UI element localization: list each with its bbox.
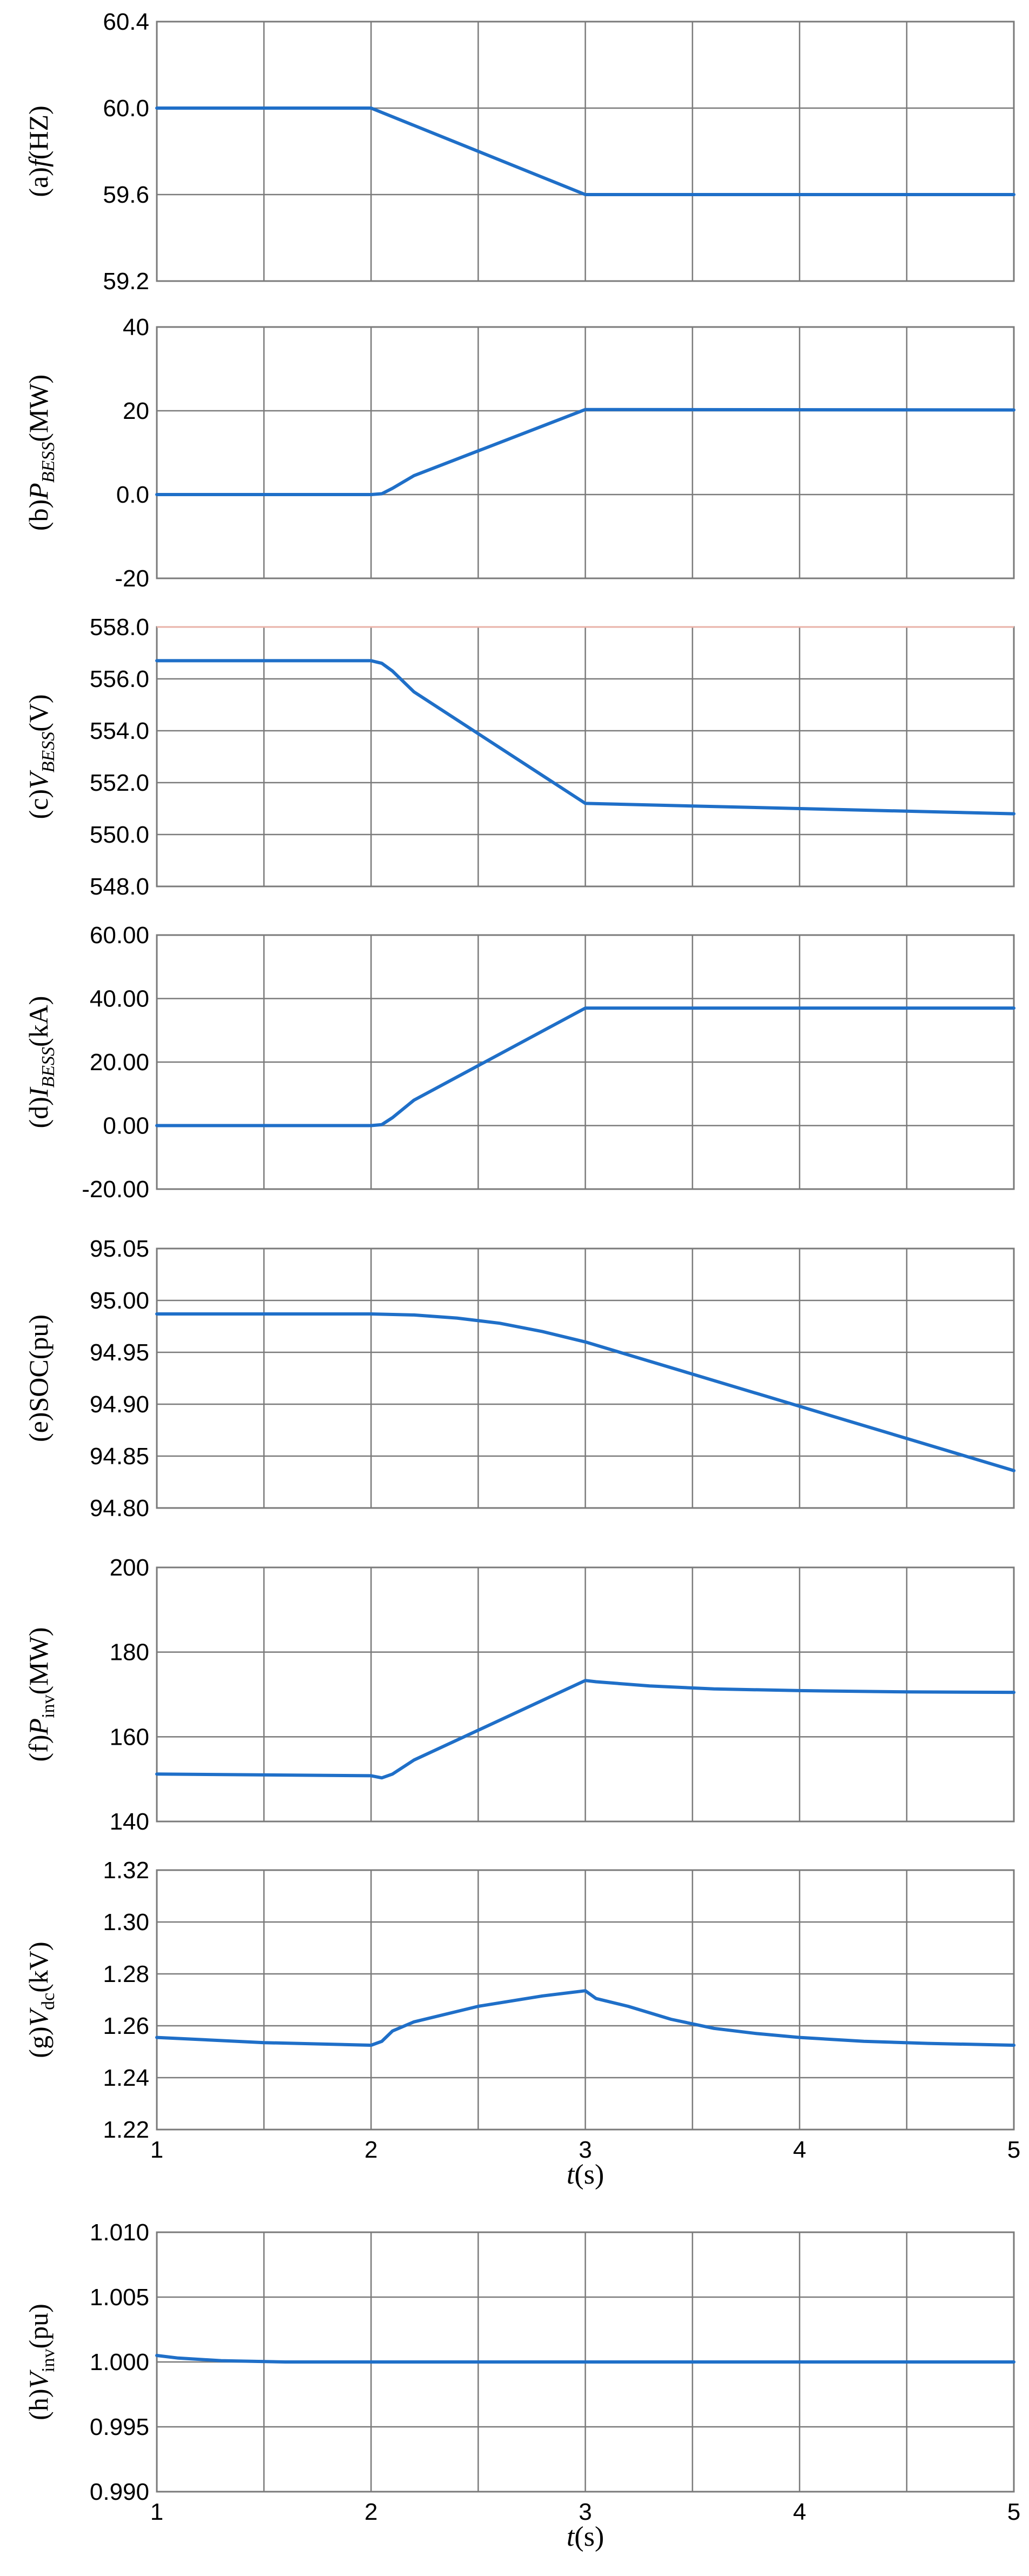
- panel-h: 1.010 1.005 1.000 0.995 0.990 (h)Vinv(pu) 1 2 3 4…: [23, 2219, 1020, 2552]
- series-line: [155, 2354, 1015, 2364]
- y-tick-label: 160: [110, 1724, 149, 1750]
- x-tick-label: 1: [150, 2499, 163, 2525]
- y-tick-label: 95.05: [90, 1236, 149, 1262]
- panel-a: 60.4 60.0 59.6 59.2 (a)f(HZ): [23, 9, 1015, 295]
- plot-frame: [156, 1566, 1015, 1823]
- y-tick-label: 1.000: [90, 2349, 149, 2375]
- y-tick-label: 40.00: [90, 986, 149, 1012]
- series-line: [155, 1312, 1015, 1472]
- y-tick-label: 60.00: [90, 922, 149, 949]
- y-tick-label: 558.0: [90, 614, 149, 640]
- y-tick-label: 180: [110, 1639, 149, 1666]
- y-tick-label: 94.95: [90, 1339, 149, 1366]
- y-tick-label: 0.995: [90, 2414, 149, 2440]
- y-tick-label: 140: [110, 1808, 149, 1835]
- y-axis-label: (c)VBESS(V): [23, 694, 58, 819]
- y-tick-label: 554.0: [90, 718, 149, 744]
- plot-frame: [156, 326, 1015, 579]
- x-tick-label: 3: [579, 2499, 592, 2525]
- panel-g: 1.32 1.30 1.28 1.26 1.24 1.22 (g)Vdc(kV) 1 2 3 4 5 t…: [23, 1857, 1020, 2190]
- plot-frame: [156, 21, 1015, 282]
- y-tick-label: 0.990: [90, 2479, 149, 2505]
- plot-frame: [156, 1869, 1015, 2131]
- y-tick-label: 1.30: [103, 1909, 149, 1936]
- y-axis-label: (d)IBESS(kA): [23, 996, 58, 1129]
- x-tick-label: 4: [793, 2499, 806, 2525]
- y-tick-label: 0.00: [103, 1113, 149, 1139]
- panel-d: 60.00 40.00 20.00 0.00 -20.00 (d)IBESS(kA): [23, 922, 1015, 1203]
- y-tick-label: 1.010: [90, 2219, 149, 2246]
- x-tick-label: 2: [364, 2499, 377, 2525]
- panel-b: 40 20 0.0 -20 (b)PBESS(MW): [23, 314, 1015, 592]
- y-tick-label: 200: [110, 1554, 149, 1581]
- panel-c: 558.0 556.0 554.0 552.0 550.0 548.0 (c)VBESS(V…: [23, 614, 1015, 900]
- y-tick-label: 59.2: [103, 268, 149, 295]
- x-tick-label: 4: [793, 2137, 806, 2163]
- series-line: [155, 106, 1015, 196]
- series-line: [155, 1679, 1015, 1780]
- panel-f: 200 180 160 140 (f)Pinv(MW): [23, 1554, 1015, 1835]
- y-axis-label: (f)Pinv(MW): [23, 1627, 58, 1762]
- y-axis-label: (g)Vdc(kV): [23, 1941, 58, 2058]
- y-axis-label: (a)f(HZ): [23, 105, 54, 197]
- y-tick-label: 550.0: [90, 822, 149, 848]
- y-axis-label: (b)PBESS(MW): [23, 375, 58, 531]
- y-tick-label: 1.28: [103, 1961, 149, 1987]
- y-tick-label: 95.00: [90, 1287, 149, 1314]
- plot-frame: [156, 1247, 1015, 1509]
- y-tick-label: 1.22: [103, 2117, 149, 2143]
- x-axis-label: t(s): [567, 2521, 604, 2552]
- y-tick-label: 1.26: [103, 2013, 149, 2039]
- y-tick-label: 1.005: [90, 2284, 149, 2311]
- y-tick-label: 548.0: [90, 873, 149, 900]
- y-tick-label: 1.32: [103, 1857, 149, 1884]
- x-tick-label: 5: [1007, 2499, 1020, 2525]
- panel-e: 95.05 95.00 94.95 94.90 94.85 94.80 (e)SOC(pu): [23, 1236, 1015, 1521]
- y-axis-label: (h)Vinv(pu): [23, 2304, 58, 2420]
- y-tick-label: 60.0: [103, 95, 149, 122]
- x-axis-label: t(s): [567, 2159, 604, 2190]
- y-tick-label: 60.4: [103, 9, 149, 35]
- y-axis-label: (e)SOC(pu): [23, 1314, 54, 1442]
- y-tick-label: 94.80: [90, 1495, 149, 1521]
- y-tick-label: 40: [123, 314, 149, 341]
- x-tick-label: 3: [579, 2137, 592, 2163]
- series-line: [155, 1989, 1015, 2047]
- y-tick-label: 94.85: [90, 1443, 149, 1470]
- y-tick-label: 20: [123, 398, 149, 424]
- series-line: [155, 408, 1015, 496]
- y-tick-label: 552.0: [90, 770, 149, 796]
- y-tick-label: -20: [115, 565, 149, 592]
- y-tick-label: 1.24: [103, 2065, 149, 2091]
- x-tick-label: 5: [1007, 2137, 1020, 2163]
- plot-frame: [156, 934, 1015, 1190]
- series-line: [155, 1006, 1015, 1127]
- series-line: [155, 659, 1015, 816]
- x-tick-label: 2: [364, 2137, 377, 2163]
- y-tick-label: 59.6: [103, 182, 149, 208]
- x-tick-label: 1: [150, 2137, 163, 2163]
- y-tick-label: 20.00: [90, 1049, 149, 1076]
- y-tick-label: 94.90: [90, 1391, 149, 1418]
- y-tick-label: 556.0: [90, 666, 149, 692]
- y-tick-label: -20.00: [82, 1176, 149, 1203]
- y-tick-label: 0.0: [116, 482, 149, 508]
